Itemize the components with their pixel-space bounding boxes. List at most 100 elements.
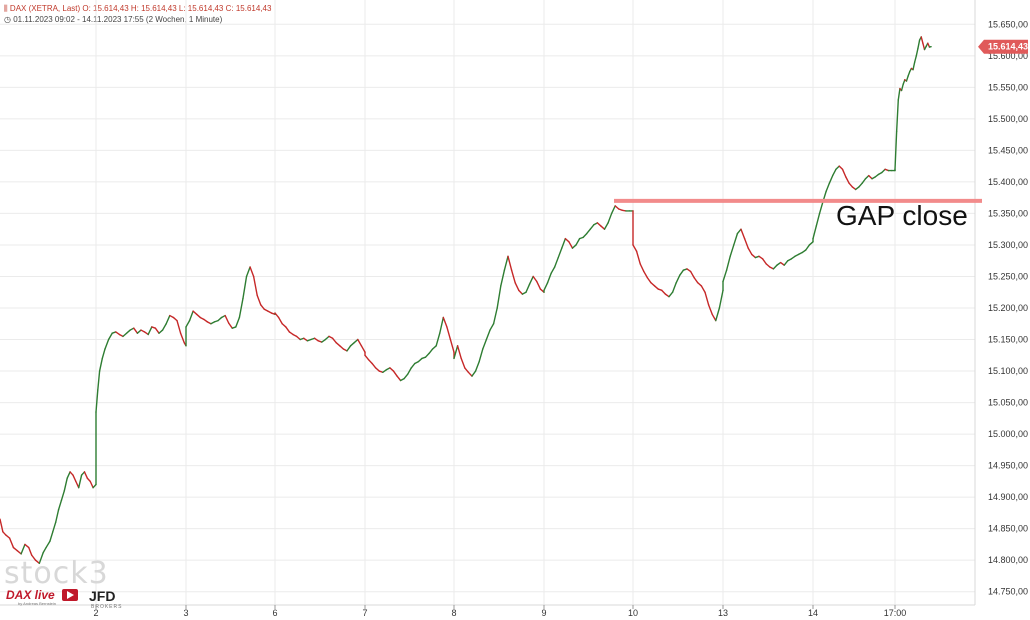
price-segment bbox=[16, 550, 22, 555]
price-segment bbox=[905, 75, 909, 82]
y-tick-label: 15.000,00 bbox=[988, 429, 1028, 439]
price-segment bbox=[758, 255, 764, 260]
play-icon bbox=[62, 589, 78, 601]
price-segment bbox=[779, 261, 785, 266]
price-segment bbox=[639, 263, 645, 273]
price-segment bbox=[718, 289, 724, 309]
stock3-logo: stock3 bbox=[4, 556, 109, 591]
gap-close-label: GAP close bbox=[836, 200, 968, 231]
last-price-tag-bg bbox=[978, 39, 1028, 54]
price-segment bbox=[188, 310, 194, 322]
price-segment bbox=[907, 70, 911, 77]
y-tick-label: 15.150,00 bbox=[988, 335, 1028, 345]
price-segment bbox=[589, 224, 595, 230]
price-segment bbox=[63, 477, 68, 492]
price-segment bbox=[600, 225, 606, 230]
price-segment bbox=[790, 255, 796, 260]
daxlive-logo-text: DAX live bbox=[6, 588, 55, 602]
price-segment bbox=[217, 316, 223, 322]
price-segment bbox=[557, 247, 563, 259]
y-tick-label: 14.950,00 bbox=[988, 461, 1028, 471]
price-segment bbox=[828, 174, 834, 184]
price-segment bbox=[922, 42, 926, 51]
price-segment bbox=[235, 316, 241, 328]
price-segment bbox=[751, 253, 757, 259]
price-segment bbox=[104, 338, 110, 350]
price-segment bbox=[238, 297, 244, 319]
price-segment bbox=[507, 255, 513, 271]
price-segment bbox=[192, 310, 198, 316]
price-segment bbox=[733, 232, 739, 246]
price-segment bbox=[900, 83, 904, 92]
price-segment bbox=[700, 285, 706, 293]
price-segment bbox=[349, 341, 355, 347]
price-segment bbox=[442, 316, 448, 328]
price-segment bbox=[610, 205, 616, 215]
price-segment bbox=[28, 546, 33, 556]
price-segment bbox=[643, 270, 649, 279]
x-tick-label: 6 bbox=[272, 608, 277, 618]
price-segment bbox=[98, 357, 104, 372]
price-segment bbox=[92, 483, 97, 489]
price-segment bbox=[203, 318, 209, 323]
price-segment bbox=[435, 332, 441, 347]
price-segment bbox=[553, 256, 559, 268]
price-segment bbox=[913, 55, 918, 63]
y-tick-label: 15.050,00 bbox=[988, 398, 1028, 408]
x-tick-label: 14 bbox=[808, 608, 818, 618]
y-tick-label: 15.400,00 bbox=[988, 177, 1028, 187]
price-segment bbox=[831, 168, 837, 177]
price-segment bbox=[496, 285, 502, 309]
price-segment bbox=[765, 263, 771, 268]
price-segment bbox=[546, 272, 552, 284]
price-series bbox=[0, 36, 932, 565]
price-segment bbox=[0, 518, 4, 533]
price-segment bbox=[482, 338, 488, 350]
price-segment bbox=[653, 285, 659, 290]
price-segment bbox=[812, 225, 817, 240]
price-segment bbox=[818, 201, 824, 215]
price-segment bbox=[78, 474, 83, 489]
price-segment bbox=[835, 165, 840, 171]
price-segment bbox=[561, 237, 567, 249]
price-segment bbox=[95, 389, 99, 413]
price-segment bbox=[848, 182, 854, 188]
price-segment bbox=[489, 323, 495, 331]
price-segment bbox=[743, 237, 749, 249]
price-segment bbox=[664, 293, 670, 298]
price-segment bbox=[396, 375, 402, 382]
price-segment bbox=[471, 370, 477, 377]
price-segment bbox=[895, 99, 899, 133]
chart-header-ohlc: ⫼ DAX (XETRA, Last) O: 15.614,43 H: 15.6… bbox=[4, 4, 271, 14]
price-segment bbox=[185, 319, 191, 328]
price-segment bbox=[417, 357, 423, 363]
price-segment bbox=[686, 268, 692, 273]
price-segment bbox=[371, 362, 377, 369]
price-segment bbox=[474, 360, 480, 372]
price-segment bbox=[60, 490, 66, 501]
price-segment bbox=[729, 244, 735, 258]
price-segment bbox=[920, 36, 924, 44]
y-tick-label: 15.600,00 bbox=[988, 51, 1028, 61]
price-segment bbox=[711, 313, 717, 322]
price-segment bbox=[841, 168, 847, 178]
y-tick-label: 15.650,00 bbox=[988, 19, 1028, 29]
vertical-gridlines bbox=[95, 0, 896, 605]
price-segment bbox=[161, 323, 167, 331]
price-segment bbox=[564, 237, 570, 243]
price-segment bbox=[274, 312, 280, 319]
price-segment bbox=[568, 241, 574, 249]
price-segment bbox=[331, 337, 337, 344]
price-segment bbox=[136, 329, 142, 334]
y-tick-label: 15.100,00 bbox=[988, 366, 1028, 376]
stock3-logo-text: stock3 bbox=[4, 556, 109, 591]
price-segment bbox=[897, 87, 901, 101]
price-segment bbox=[324, 335, 330, 341]
price-segment bbox=[382, 369, 388, 374]
price-segment bbox=[671, 282, 677, 293]
price-segment bbox=[536, 280, 542, 290]
price-segment bbox=[389, 367, 395, 372]
price-segment bbox=[543, 282, 549, 292]
price-segment bbox=[632, 244, 638, 252]
